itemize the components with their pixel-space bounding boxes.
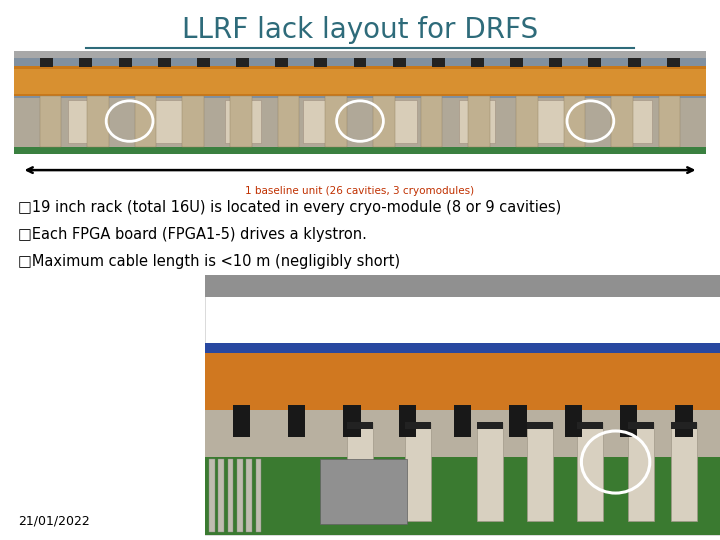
FancyBboxPatch shape	[537, 100, 573, 143]
FancyBboxPatch shape	[205, 405, 720, 457]
FancyBboxPatch shape	[549, 53, 562, 67]
FancyBboxPatch shape	[205, 275, 720, 297]
FancyBboxPatch shape	[667, 53, 680, 67]
FancyBboxPatch shape	[40, 96, 61, 147]
FancyBboxPatch shape	[246, 460, 252, 532]
FancyBboxPatch shape	[564, 96, 585, 147]
FancyBboxPatch shape	[628, 423, 654, 521]
FancyBboxPatch shape	[87, 96, 109, 147]
FancyBboxPatch shape	[420, 96, 442, 147]
FancyBboxPatch shape	[158, 53, 171, 67]
FancyBboxPatch shape	[471, 53, 484, 67]
Text: □Each FPGA board (FPGA1-5) drives a klystron.: □Each FPGA board (FPGA1-5) drives a klys…	[18, 227, 367, 242]
FancyBboxPatch shape	[392, 53, 405, 67]
FancyBboxPatch shape	[325, 96, 347, 147]
FancyBboxPatch shape	[509, 405, 526, 437]
FancyBboxPatch shape	[256, 460, 261, 532]
Text: □19 inch rack (total 16U) is located in every cryo-module (8 or 9 cavities): □19 inch rack (total 16U) is located in …	[18, 200, 562, 215]
FancyBboxPatch shape	[659, 96, 680, 147]
FancyBboxPatch shape	[14, 147, 706, 154]
FancyBboxPatch shape	[275, 53, 288, 67]
FancyBboxPatch shape	[119, 53, 132, 67]
FancyBboxPatch shape	[209, 460, 215, 532]
FancyBboxPatch shape	[197, 53, 210, 67]
FancyBboxPatch shape	[468, 96, 490, 147]
FancyBboxPatch shape	[205, 353, 720, 410]
FancyBboxPatch shape	[205, 426, 720, 535]
FancyBboxPatch shape	[218, 460, 224, 532]
FancyBboxPatch shape	[320, 459, 407, 524]
FancyBboxPatch shape	[527, 423, 553, 521]
FancyBboxPatch shape	[233, 405, 250, 437]
Text: □Maximum cable length is <10 m (negligibly short): □Maximum cable length is <10 m (negligib…	[18, 254, 400, 269]
FancyBboxPatch shape	[527, 422, 553, 429]
FancyBboxPatch shape	[588, 53, 601, 67]
Text: 21/01/2022: 21/01/2022	[18, 515, 90, 528]
FancyBboxPatch shape	[611, 96, 633, 147]
FancyBboxPatch shape	[147, 100, 183, 143]
FancyBboxPatch shape	[205, 343, 720, 353]
FancyBboxPatch shape	[14, 51, 706, 58]
FancyBboxPatch shape	[315, 53, 328, 67]
FancyBboxPatch shape	[510, 53, 523, 67]
FancyBboxPatch shape	[343, 405, 361, 437]
FancyBboxPatch shape	[675, 405, 693, 437]
FancyBboxPatch shape	[628, 53, 641, 67]
FancyBboxPatch shape	[628, 422, 654, 429]
FancyBboxPatch shape	[477, 423, 503, 521]
FancyBboxPatch shape	[516, 96, 538, 147]
FancyBboxPatch shape	[230, 96, 252, 147]
Text: 1 baseline unit (26 cavities, 3 cryomodules): 1 baseline unit (26 cavities, 3 cryomodu…	[246, 186, 474, 197]
FancyBboxPatch shape	[68, 100, 104, 143]
FancyBboxPatch shape	[14, 51, 706, 154]
FancyBboxPatch shape	[432, 53, 445, 67]
FancyBboxPatch shape	[381, 100, 417, 143]
FancyBboxPatch shape	[14, 66, 706, 97]
FancyBboxPatch shape	[79, 53, 92, 67]
FancyBboxPatch shape	[577, 423, 603, 521]
FancyBboxPatch shape	[14, 98, 706, 151]
Text: LLRF lack layout for DRFS: LLRF lack layout for DRFS	[182, 16, 538, 44]
FancyBboxPatch shape	[14, 70, 706, 94]
FancyBboxPatch shape	[399, 405, 416, 437]
FancyBboxPatch shape	[616, 100, 652, 143]
FancyBboxPatch shape	[373, 96, 395, 147]
FancyBboxPatch shape	[405, 422, 431, 429]
FancyBboxPatch shape	[303, 100, 339, 143]
FancyBboxPatch shape	[236, 53, 249, 67]
FancyBboxPatch shape	[225, 100, 261, 143]
FancyBboxPatch shape	[278, 96, 300, 147]
FancyBboxPatch shape	[40, 53, 53, 67]
FancyBboxPatch shape	[182, 96, 204, 147]
FancyBboxPatch shape	[14, 51, 706, 58]
FancyBboxPatch shape	[671, 423, 697, 521]
FancyBboxPatch shape	[288, 405, 305, 437]
FancyBboxPatch shape	[347, 423, 373, 521]
FancyBboxPatch shape	[671, 422, 697, 429]
FancyBboxPatch shape	[237, 460, 243, 532]
FancyBboxPatch shape	[354, 53, 366, 67]
FancyBboxPatch shape	[564, 405, 582, 437]
FancyBboxPatch shape	[135, 96, 156, 147]
FancyBboxPatch shape	[405, 423, 431, 521]
FancyBboxPatch shape	[477, 422, 503, 429]
FancyBboxPatch shape	[577, 422, 603, 429]
FancyBboxPatch shape	[459, 100, 495, 143]
FancyBboxPatch shape	[205, 275, 720, 535]
FancyBboxPatch shape	[228, 460, 233, 532]
FancyBboxPatch shape	[454, 405, 471, 437]
FancyBboxPatch shape	[347, 422, 373, 429]
FancyBboxPatch shape	[620, 405, 637, 437]
